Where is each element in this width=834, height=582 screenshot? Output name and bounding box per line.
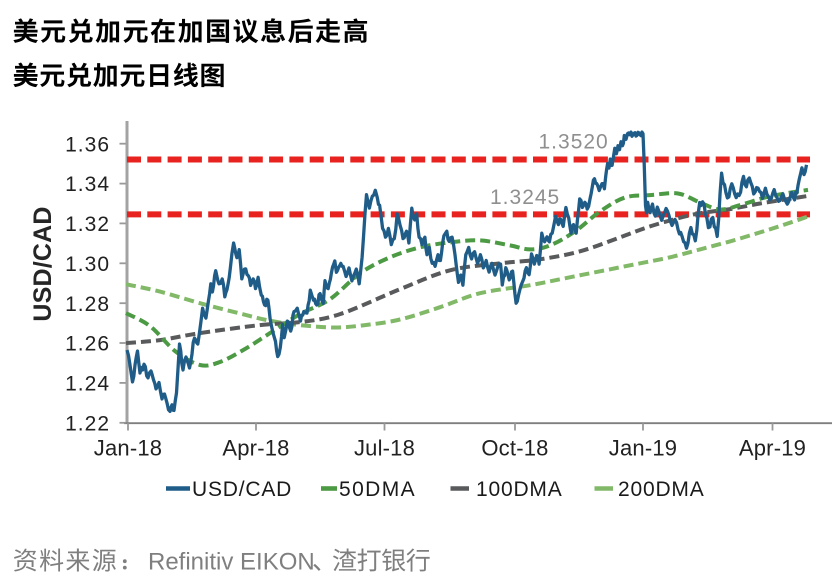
- svg-text:100DMA: 100DMA: [476, 478, 563, 501]
- svg-text:1.36: 1.36: [65, 133, 110, 156]
- svg-text:Refinitiv EIKON: Refinitiv EIKON: [148, 549, 315, 576]
- svg-text:Apr-18: Apr-18: [222, 436, 289, 461]
- svg-text:USD/CAD: USD/CAD: [192, 478, 292, 501]
- svg-text:Jul-18: Jul-18: [354, 436, 415, 461]
- svg-text:1.22: 1.22: [65, 412, 110, 435]
- svg-text:1.28: 1.28: [65, 293, 110, 316]
- svg-text:USD/CAD: USD/CAD: [29, 206, 57, 321]
- svg-text:1.24: 1.24: [65, 373, 110, 396]
- svg-text:1.30: 1.30: [65, 253, 110, 276]
- svg-text:1.26: 1.26: [65, 333, 110, 356]
- svg-text:Apr-19: Apr-19: [739, 436, 806, 461]
- svg-text:1.32: 1.32: [65, 213, 110, 236]
- svg-text:1.3520: 1.3520: [539, 131, 609, 154]
- svg-text:1.34: 1.34: [65, 173, 110, 196]
- svg-text:1.3245: 1.3245: [490, 186, 560, 209]
- svg-text:50DMA: 50DMA: [339, 478, 416, 501]
- svg-text:Oct-18: Oct-18: [481, 436, 548, 461]
- svg-text:Jan-19: Jan-19: [609, 436, 677, 461]
- svg-text:200DMA: 200DMA: [618, 478, 705, 501]
- svg-text:Jan-18: Jan-18: [94, 436, 162, 461]
